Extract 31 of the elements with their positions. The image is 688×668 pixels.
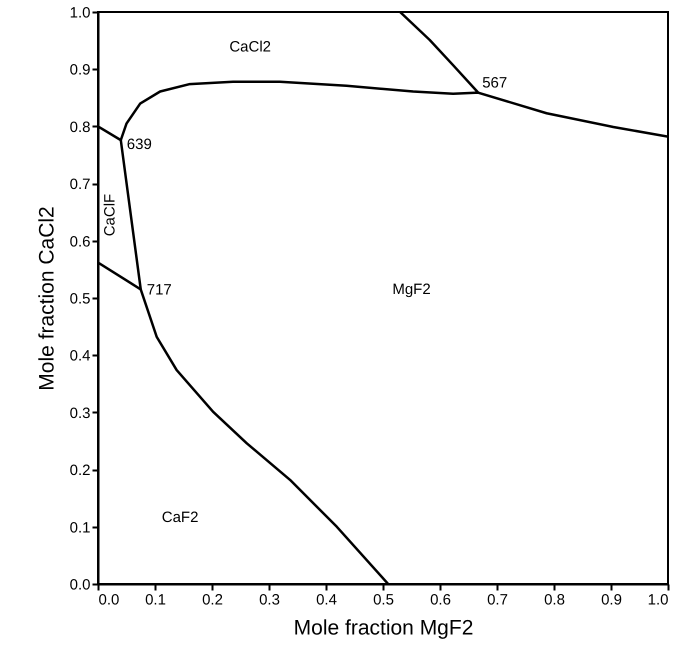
y-tick-label: 0.4 [70,348,90,365]
x-tick-label: 0.5 [373,592,394,608]
x-tick-label: 0.6 [430,592,451,608]
annotation: CaF2 [162,509,198,526]
y-tick-label: 0.1 [70,519,90,536]
y-tick-label: 0.0 [70,576,90,594]
annotation: CaCl2 [229,38,272,56]
annotation: 717 [146,281,172,298]
annotation: CaClF [101,194,118,236]
y-axis-title: Mole fraction CaCl2 [36,206,59,391]
y-tick-label: 0.5 [70,290,90,308]
y-tick-label: 0.6 [70,233,90,250]
x-tick-label: 0.8 [544,592,565,608]
y-tick-label: 1.0 [70,4,90,22]
annotation: MgF2 [392,280,431,298]
x-tick-label: 0.1 [145,592,166,608]
x-tick-label: 0.2 [202,592,223,608]
x-tick-label: 0.7 [487,592,508,608]
x-tick-label: 0.9 [601,592,622,608]
y-tick-label: 0.2 [70,462,90,480]
y-tick-label: 0.7 [70,176,90,194]
annotation: 567 [482,74,508,92]
annotation: 639 [126,136,152,154]
y-tick-label: 0.3 [70,404,90,422]
x-tick-label: 0.3 [259,592,280,608]
x-tick-label: 0.0 [98,592,120,608]
y-tick-label: 0.8 [70,118,90,136]
y-tick-label: 0.9 [70,62,90,79]
x-tick-label: 0.4 [316,592,337,608]
x-tick-label: 1.0 [648,592,668,608]
x-axis-title: Mole fraction MgF2 [294,616,474,640]
